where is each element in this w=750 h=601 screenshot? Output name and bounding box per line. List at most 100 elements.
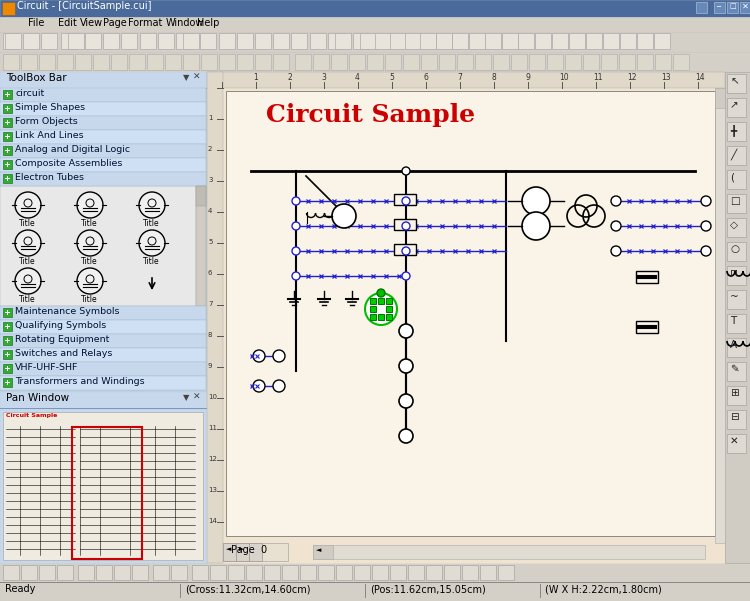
Bar	[727, 362, 746, 381]
Bar	[457, 54, 473, 70]
Bar	[8, 352, 10, 354]
Bar	[390, 33, 406, 49]
Text: ↖: ↖	[730, 76, 739, 86]
Circle shape	[402, 197, 410, 205]
Text: 12: 12	[627, 73, 637, 82]
Text: 1: 1	[253, 73, 258, 82]
Text: 8: 8	[491, 73, 496, 82]
Bar	[727, 338, 746, 357]
Circle shape	[522, 187, 550, 215]
Text: Link And Lines: Link And Lines	[15, 131, 84, 140]
Bar	[223, 543, 288, 561]
Bar	[654, 33, 670, 49]
Circle shape	[399, 394, 413, 408]
Bar	[3, 90, 12, 99]
Bar	[5, 380, 10, 385]
Text: 10: 10	[208, 394, 217, 400]
Bar	[121, 33, 137, 49]
Circle shape	[611, 196, 621, 206]
Bar	[237, 54, 253, 70]
Bar	[114, 565, 130, 580]
Text: ─: ─	[716, 4, 720, 10]
Circle shape	[273, 380, 285, 392]
Text: Maintenance Symbols: Maintenance Symbols	[15, 307, 119, 316]
Bar	[727, 218, 746, 237]
Circle shape	[399, 324, 413, 338]
Bar	[727, 146, 746, 165]
Bar	[8, 109, 10, 111]
Bar	[0, 582, 750, 601]
Bar	[583, 54, 599, 70]
Text: Title: Title	[81, 295, 98, 304]
Bar	[5, 366, 7, 368]
Text: ToolBox Bar: ToolBox Bar	[6, 73, 67, 83]
Text: A: A	[730, 340, 737, 350]
Bar	[0, 172, 206, 186]
Bar	[3, 308, 12, 317]
Bar	[255, 33, 271, 49]
Text: Title: Title	[19, 257, 36, 266]
Bar	[444, 565, 460, 580]
Circle shape	[365, 293, 397, 325]
Bar	[336, 565, 352, 580]
Bar	[498, 565, 514, 580]
Bar	[378, 314, 384, 320]
Bar	[5, 162, 7, 164]
Bar	[390, 565, 406, 580]
Bar	[5, 341, 7, 343]
Bar	[5, 327, 7, 329]
Bar	[0, 88, 206, 102]
Bar	[8, 310, 10, 312]
Text: Title: Title	[81, 257, 98, 266]
Circle shape	[292, 247, 300, 255]
Text: 9: 9	[525, 73, 530, 82]
Bar	[420, 33, 436, 49]
Bar	[39, 54, 55, 70]
Bar	[493, 54, 509, 70]
Bar	[386, 314, 392, 320]
Bar	[727, 290, 746, 309]
Bar	[370, 298, 376, 304]
Circle shape	[77, 268, 103, 294]
Bar	[529, 54, 545, 70]
Bar	[475, 54, 491, 70]
Bar	[502, 33, 518, 49]
Bar	[0, 32, 750, 33]
Text: 9: 9	[208, 363, 212, 369]
Bar	[727, 122, 746, 141]
Bar	[386, 306, 392, 312]
Bar	[246, 565, 262, 580]
Bar	[192, 565, 208, 580]
Text: Switches and Relays: Switches and Relays	[15, 349, 112, 358]
Text: ◄: ◄	[226, 546, 231, 552]
Text: 6: 6	[208, 270, 212, 276]
Circle shape	[139, 192, 165, 218]
Bar	[291, 33, 307, 49]
Bar	[68, 33, 84, 49]
Text: Circuit Sample: Circuit Sample	[266, 103, 476, 127]
Bar	[8, 380, 10, 382]
Text: ✕: ✕	[742, 2, 749, 11]
Bar	[540, 584, 541, 598]
Bar	[5, 352, 7, 354]
Bar	[165, 54, 181, 70]
Bar	[313, 545, 333, 559]
Text: ✎: ✎	[730, 364, 739, 374]
Bar	[547, 54, 563, 70]
Bar	[619, 54, 635, 70]
Bar	[5, 176, 10, 181]
Circle shape	[139, 230, 165, 256]
Bar	[5, 176, 7, 178]
Text: ►: ►	[239, 546, 244, 552]
Text: Simple Shapes: Simple Shapes	[15, 103, 85, 112]
Text: T: T	[730, 316, 736, 326]
Bar	[0, 116, 206, 130]
Bar	[200, 33, 216, 49]
Text: ⊞: ⊞	[730, 388, 739, 398]
Bar	[39, 565, 55, 580]
Text: Analog and Digital Logic: Analog and Digital Logic	[15, 145, 130, 154]
Bar	[72, 427, 142, 559]
Text: ▼: ▼	[183, 73, 190, 82]
Bar	[8, 176, 10, 178]
Text: Help: Help	[197, 18, 219, 28]
